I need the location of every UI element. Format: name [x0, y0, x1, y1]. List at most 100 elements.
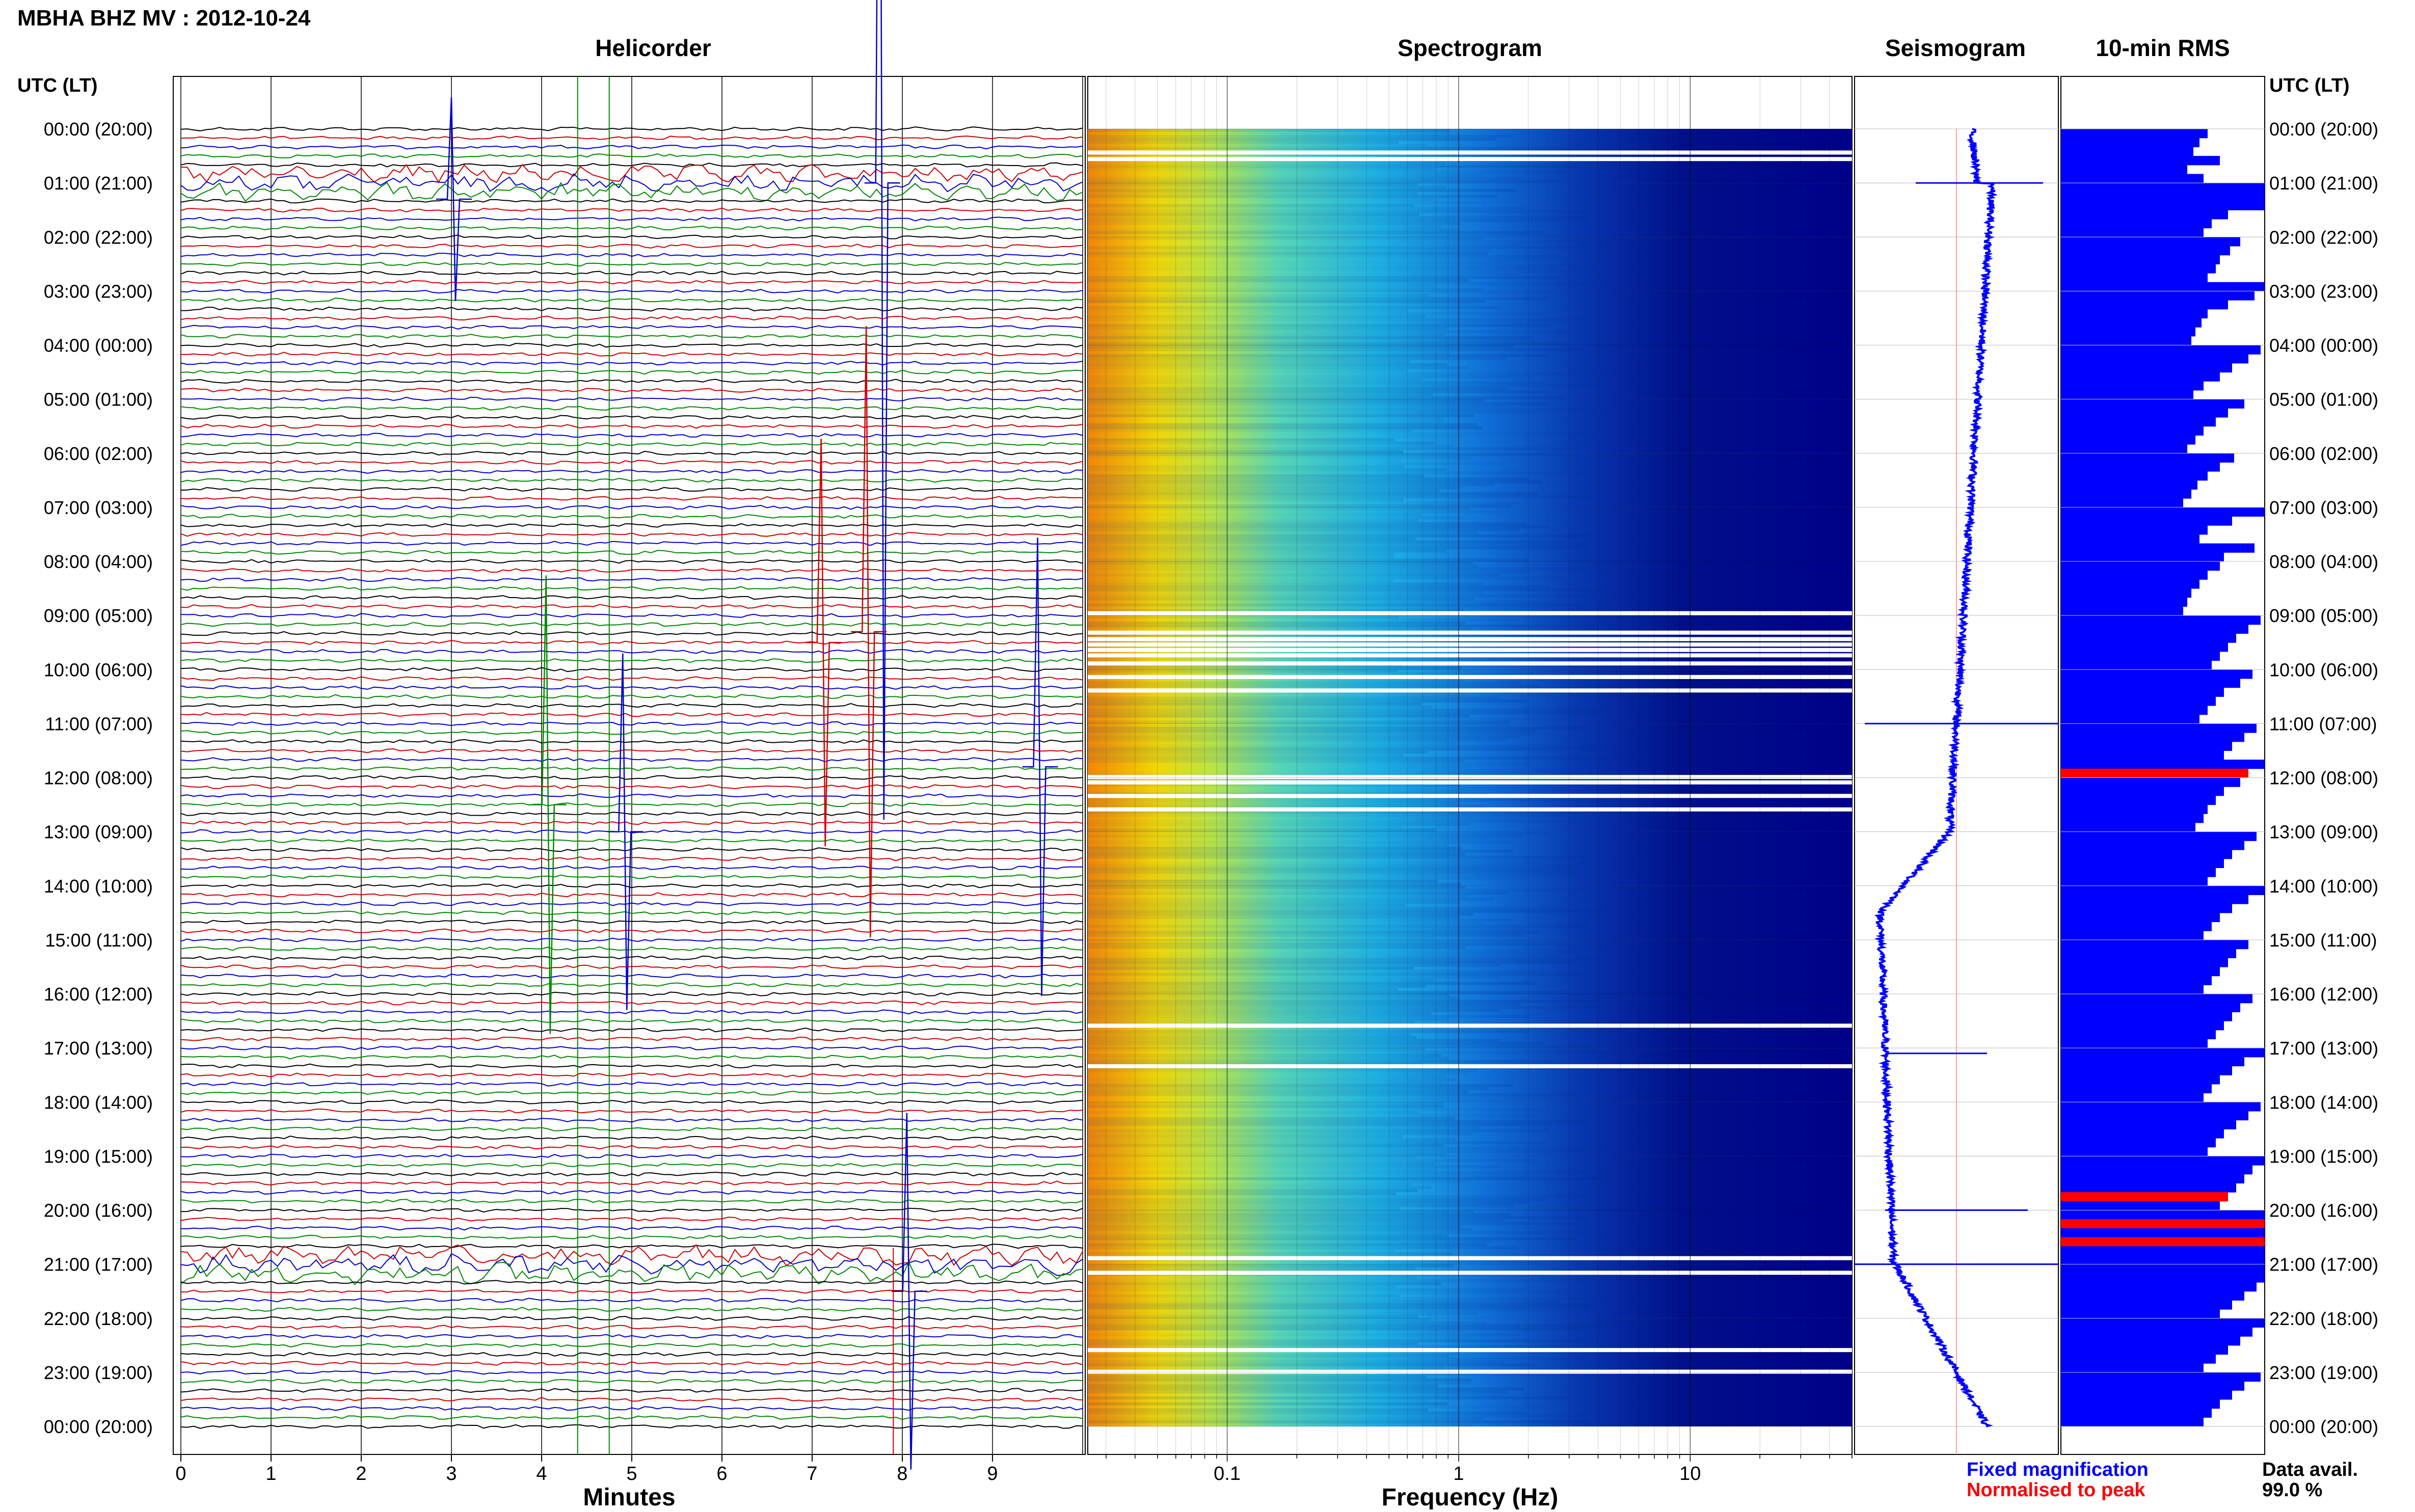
helicorder-trace	[180, 478, 1083, 483]
rms-bar	[2061, 1255, 2265, 1265]
spectrogram-texture-row	[1088, 444, 1453, 447]
rms-bar	[2061, 273, 2208, 283]
helicorder-trace	[180, 1063, 1083, 1069]
time-label-left: 11:00 (07:00)	[45, 713, 153, 734]
helicorder-trace	[180, 1343, 1083, 1348]
time-label-left: 21:00 (17:00)	[44, 1254, 153, 1275]
spectrogram-texture-row	[1088, 1198, 1546, 1201]
time-label-left: 08:00 (04:00)	[44, 551, 153, 572]
spectrogram-texture-row	[1088, 453, 1580, 456]
spectrogram-texture-row	[1088, 600, 1558, 604]
helicorder-xtick-label: 4	[536, 1463, 547, 1484]
helicorder-trace	[180, 271, 1083, 276]
helicorder-trace	[180, 730, 1083, 736]
spectrogram-texture-row	[1088, 1054, 1442, 1057]
helicorder-trace	[180, 298, 1083, 303]
rms-bar	[2061, 174, 2204, 183]
spectrogram-texture-row	[1088, 1162, 1435, 1166]
spectrogram-texture-row	[1088, 585, 1550, 589]
spectrogram-texture-row	[1088, 369, 1407, 372]
spectrogram-texture-row	[1088, 231, 1545, 234]
spectrogram-hour-band	[1088, 1210, 1852, 1264]
helicorder-trace	[180, 1261, 1083, 1285]
helicorder-trace	[180, 1045, 1083, 1050]
spectrogram-texture-row	[1088, 1006, 1606, 1009]
helicorder-trace	[180, 604, 1083, 609]
spectrogram-texture-row	[1088, 892, 1507, 895]
spectrogram-texture-row	[1088, 131, 1451, 135]
spectrogram-texture-row	[1088, 1048, 1426, 1051]
rms-bar	[2061, 850, 2232, 859]
spectrogram-texture-row	[1088, 516, 1464, 520]
helicorder-trace	[180, 550, 1083, 555]
helicorder-trace	[180, 1379, 1083, 1384]
spectrogram-texture-row	[1088, 922, 1485, 925]
helicorder-trace	[180, 631, 1083, 636]
spectrogram-texture-row	[1088, 603, 1582, 607]
rms-bar	[2061, 814, 2204, 823]
spectrogram-texture-row	[1088, 513, 1421, 517]
helicorder-trace	[180, 946, 1083, 952]
spectrogram-gap	[1088, 1348, 1852, 1353]
spectrogram-texture-row	[1088, 1204, 1515, 1207]
spectrogram-texture-row	[1088, 1213, 1511, 1217]
rms-bar	[2061, 1228, 2265, 1238]
spectrogram-gap	[1088, 653, 1852, 658]
rms-bar	[2061, 390, 2193, 400]
helicorder-trace	[180, 568, 1083, 573]
helicorder-trace	[180, 1217, 1083, 1222]
rms-bar	[2061, 597, 2187, 607]
helicorder-trace	[180, 1361, 1083, 1366]
spectrogram-texture-row	[1088, 495, 1591, 499]
spectrogram-texture-row	[1088, 1297, 1614, 1301]
spectrogram-texture-row	[1088, 393, 1433, 396]
helicorder-trace	[180, 685, 1083, 690]
rms-bar	[2061, 489, 2191, 499]
helicorder-trace	[180, 1225, 1083, 1231]
spectrogram-texture-row	[1088, 1093, 1573, 1096]
rms-bar	[2061, 795, 2216, 805]
spectrogram-texture-row	[1088, 1249, 1396, 1253]
spectrogram-texture-row	[1088, 1012, 1432, 1015]
helicorder-trace	[180, 838, 1083, 844]
spectrogram-texture-row	[1088, 1405, 1547, 1409]
spectrogram-texture-row	[1088, 579, 1394, 583]
spectrogram-gap	[1088, 1369, 1852, 1374]
spectrogram-panel: 0.1 1 10	[1087, 76, 1853, 1484]
helicorder-trace	[180, 396, 1083, 402]
helicorder-trace	[180, 757, 1083, 763]
spectrogram-texture-row	[1088, 1135, 1403, 1138]
spectrogram-texture-row	[1088, 1144, 1444, 1147]
rms-title: 10-min RMS	[2096, 35, 2230, 61]
helicorder-event-spike	[530, 575, 567, 1034]
spectrogram-texture-row	[1088, 1399, 1428, 1402]
helicorder-trace	[180, 1036, 1083, 1042]
rms-bar	[2061, 300, 2228, 310]
helicorder-trace	[180, 649, 1083, 654]
rms-bar	[2061, 787, 2224, 796]
spectrogram-texture-row	[1088, 567, 1617, 571]
helicorder-trace	[180, 1207, 1083, 1213]
helicorder-trace	[180, 173, 1083, 193]
spectrogram-texture-row	[1088, 804, 1484, 808]
rms-bar	[2061, 543, 2255, 553]
helicorder-trace	[180, 1144, 1083, 1150]
spectrogram-texture-row	[1088, 573, 1499, 577]
spectrogram-texture-row	[1088, 1183, 1412, 1186]
spectrogram-texture-row	[1088, 171, 1567, 174]
spectrogram-texture-row	[1088, 129, 1451, 132]
spectrogram-texture-row	[1088, 1243, 1487, 1247]
helicorder-trace	[180, 136, 1083, 141]
spectrogram-texture-row	[1088, 492, 1538, 496]
rms-bar	[2061, 462, 2220, 472]
data-avail-value: 99.0 %	[2262, 1479, 2322, 1501]
rms-bar	[2061, 750, 2224, 760]
spectrogram-texture-row	[1088, 1414, 1587, 1418]
rms-bar	[2061, 1282, 2257, 1292]
spectrogram-texture-row	[1088, 1420, 1590, 1424]
spectrogram-texture-row	[1088, 174, 1487, 177]
helicorder-trace	[180, 1153, 1083, 1159]
rms-bar	[2061, 822, 2195, 832]
spectrogram-texture-row	[1088, 501, 1518, 504]
